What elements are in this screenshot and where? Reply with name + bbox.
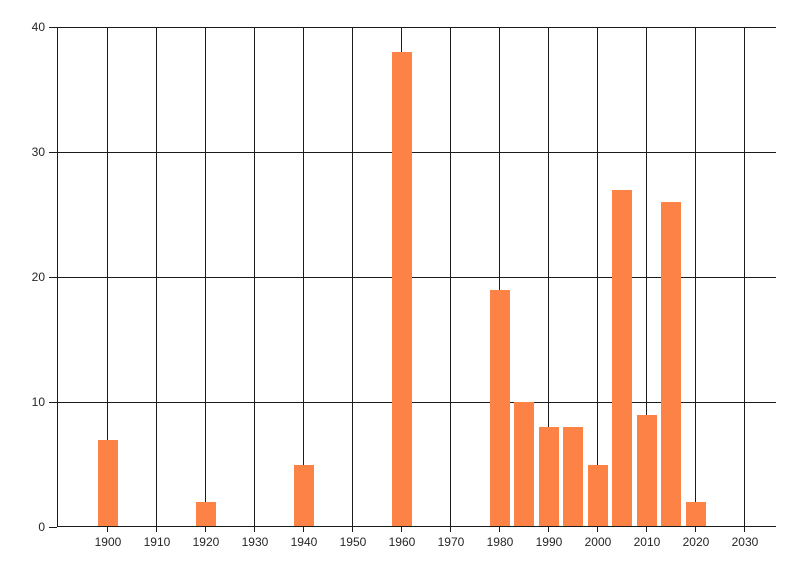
x-tick-mark: [254, 527, 256, 532]
x-tick-mark: [303, 527, 305, 532]
y-tick-mark: [49, 401, 57, 403]
x-tick-mark: [499, 527, 501, 532]
x-tick-mark: [401, 527, 403, 532]
y-tick-mark: [49, 151, 57, 153]
bar: [685, 502, 706, 527]
x-tick-label: 2020: [682, 535, 710, 549]
y-tick-label: 40: [31, 20, 45, 34]
bar: [636, 414, 657, 527]
x-axis: [57, 526, 776, 527]
y-tick-label: 30: [31, 145, 45, 159]
bar: [391, 52, 412, 527]
y-tick-mark: [49, 526, 57, 528]
bar: [97, 439, 118, 527]
x-tick-mark: [450, 527, 452, 532]
x-tick-mark: [107, 527, 109, 532]
gridline-horizontal: [57, 26, 776, 28]
x-tick-label: 1930: [241, 535, 269, 549]
gridline-horizontal: [57, 401, 776, 403]
y-tick-mark: [49, 276, 57, 278]
x-tick-mark: [695, 527, 697, 532]
x-tick-label: 1940: [290, 535, 318, 549]
bar: [563, 427, 584, 527]
x-tick-label: 1970: [437, 535, 465, 549]
x-tick-label: 1980: [486, 535, 514, 549]
bar: [514, 402, 535, 527]
bar: [293, 464, 314, 527]
plot-area: 1900 1910 1920 1930 1940 1950 1960 1970 1980 1990…: [32, 20, 776, 549]
x-tick-label: 1960: [388, 535, 416, 549]
x-tick-mark: [744, 527, 746, 532]
x-tick-label: 2010: [633, 535, 661, 549]
x-tick-mark: [548, 527, 550, 532]
y-axis: [57, 27, 58, 527]
bar: [587, 464, 608, 527]
y-tick-label: 0: [38, 520, 45, 534]
x-tick-label: 1950: [339, 535, 367, 549]
x-tick-mark: [597, 527, 599, 532]
x-tick-label: 1910: [143, 535, 171, 549]
y-tick-label: 10: [31, 395, 45, 409]
x-tick-label: 1990: [535, 535, 563, 549]
gridline-horizontal: [57, 151, 776, 153]
y-tick-label: 20: [31, 270, 45, 284]
bar: [195, 502, 216, 527]
bar: [538, 427, 559, 527]
x-tick-label: 2000: [584, 535, 612, 549]
x-tick-mark: [156, 527, 158, 532]
x-tick-label: 1900: [94, 535, 122, 549]
x-tick-mark: [205, 527, 207, 532]
bar: [661, 202, 682, 527]
x-tick-mark: [352, 527, 354, 532]
bar: [489, 289, 510, 527]
y-tick-mark: [49, 26, 57, 28]
x-tick-label: 1920: [192, 535, 220, 549]
x-tick-label: 2030: [731, 535, 759, 549]
gridline-horizontal: [57, 276, 776, 278]
bar: [612, 189, 633, 527]
x-tick-mark: [646, 527, 648, 532]
